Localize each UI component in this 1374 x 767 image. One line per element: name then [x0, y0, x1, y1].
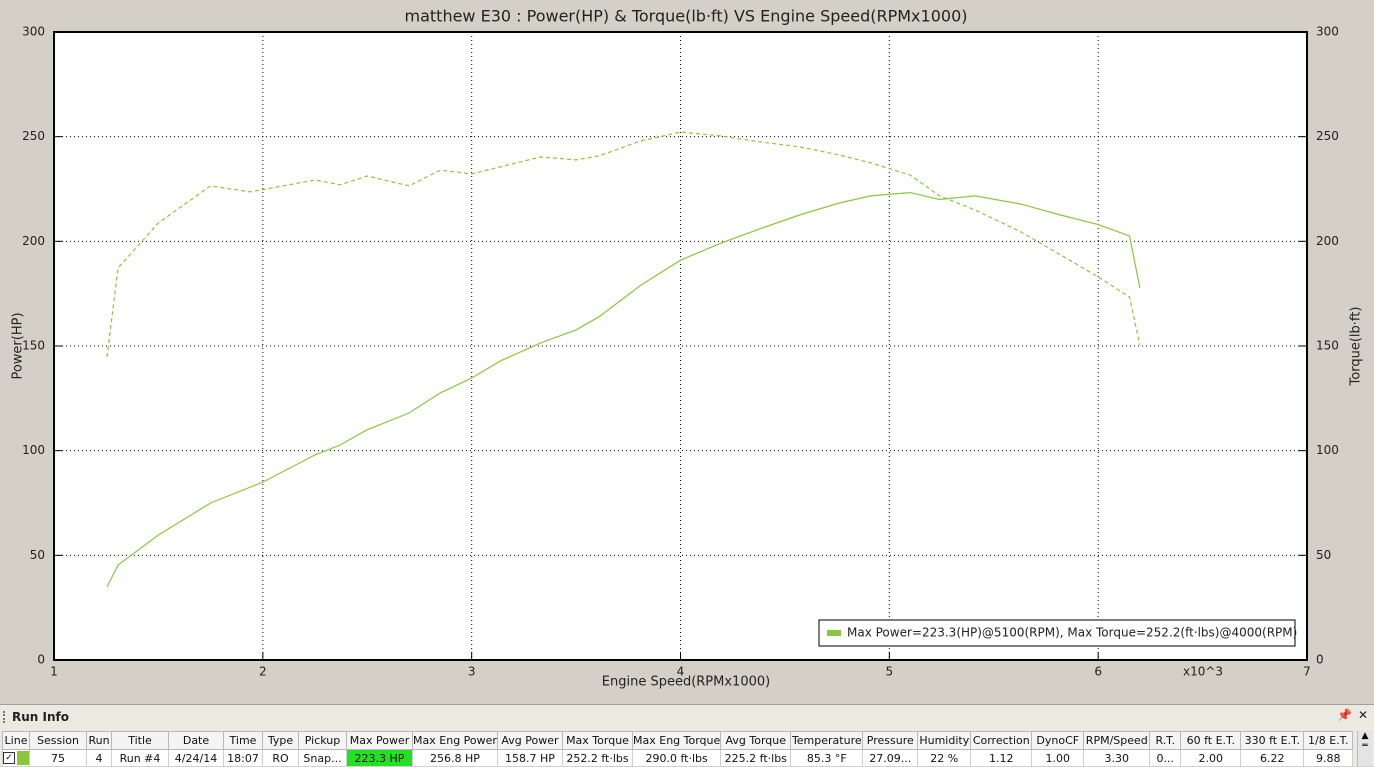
legend-swatch [827, 630, 841, 636]
cell: 252.2 ft·lbs [562, 749, 633, 767]
y2-tick-label: 200 [1316, 234, 1339, 248]
cell: 85.3 °F [790, 749, 864, 767]
column-header: Max Power [346, 731, 413, 750]
cell: 6.22 [1240, 749, 1305, 767]
x-scale-note: x10^3 [1183, 665, 1223, 679]
y-tick-label: 200 [22, 234, 45, 248]
y-tick-label: 250 [22, 129, 45, 143]
data-row: ✓ 75 4 Run #4 4/24/14 18:07 RO Snap... 223.3 HP 2… [2, 749, 1354, 767]
series-line [106, 131, 1141, 357]
y2-axis-label: Torque(lb·ft) [1349, 307, 1364, 387]
cell: 1.12 [970, 749, 1033, 767]
column-header: Avg Torque [720, 731, 792, 750]
y2-tick-label: 0 [1316, 653, 1324, 667]
chart: matthew E30 : Power(HP) & Torque(lb·ft) … [10, 6, 1364, 690]
scrollbar[interactable]: ▲ ═ [1357, 731, 1372, 766]
series-line [106, 191, 1141, 588]
column-header: Avg Power [497, 731, 563, 750]
cell: 290.0 ft·lbs [631, 749, 722, 767]
y2-tick-label: 150 [1316, 339, 1339, 353]
cell: 158.7 HP [497, 749, 563, 767]
column-header: 330 ft E.T. [1240, 731, 1305, 750]
column-header: Run [86, 731, 112, 750]
x-axis-label: Engine Speed(RPMx1000) [602, 675, 770, 690]
y2-tick-label: 250 [1316, 129, 1339, 143]
column-header: Max Torque [562, 731, 633, 750]
x-tick-label: 5 [886, 665, 894, 679]
legend-label: Max Power=223.3(HP)@5100(RPM), Max Torqu… [847, 626, 1297, 640]
column-header: R.T. [1149, 731, 1182, 750]
cell: 1.00 [1031, 749, 1085, 767]
chart-title: matthew E30 : Power(HP) & Torque(lb·ft) … [405, 7, 968, 26]
legend-box [818, 619, 1296, 647]
column-header: 60 ft E.T. [1180, 731, 1242, 750]
y2-tick-label: 50 [1316, 548, 1331, 562]
cell: 3.30 [1083, 749, 1151, 767]
y-axis-label: Power(HP) [11, 312, 26, 379]
cell: RO [262, 749, 299, 767]
column-header: 1/8 E.T. [1303, 731, 1354, 750]
column-header: Type [262, 731, 299, 750]
y-tick-label: 150 [22, 339, 45, 353]
cell: Run #4 [111, 749, 169, 767]
cell: 256.8 HP [412, 749, 498, 767]
y-tick-label: 300 [22, 25, 45, 39]
column-header: Correction [970, 731, 1033, 750]
cell: 18:07 [223, 749, 263, 767]
cell: 2.00 [1180, 749, 1242, 767]
x-tick-label: 4 [677, 665, 685, 679]
column-header: Temperature [790, 731, 864, 750]
column-header: Max Eng Torque [631, 731, 722, 750]
y-tick-label: 0 [37, 653, 45, 667]
y-tick-label: 50 [30, 548, 45, 562]
plot-area [53, 31, 1308, 661]
column-header: Line [2, 731, 30, 750]
x-tick-label: 2 [259, 665, 267, 679]
x-tick-label: 1 [50, 665, 58, 679]
column-header: RPM/Speed [1083, 731, 1151, 750]
column-header: Session [29, 731, 87, 750]
column-header: Date [168, 731, 224, 750]
column-header: Time [223, 731, 263, 750]
cell: 9.88 [1303, 749, 1354, 767]
column-header: Pickup [298, 731, 347, 750]
cell: Snap... [298, 749, 347, 767]
panel-title: Run Info [12, 710, 69, 724]
cell: 27.09... [862, 749, 919, 767]
cell: 75 [29, 749, 87, 767]
y-tick-label: 100 [22, 443, 45, 457]
y2-tick-label: 100 [1316, 443, 1339, 457]
column-header: Max Eng Power [412, 731, 498, 750]
column-header: Humidity [917, 731, 972, 750]
y2-tick-label: 300 [1316, 25, 1339, 39]
column-header: Title [111, 731, 169, 750]
column-header: DynoCF [1031, 731, 1085, 750]
header-row: Line Session Run Title Date Time Type Pickup Max… [2, 731, 1354, 750]
cell: 4/24/14 [168, 749, 224, 767]
x-tick-label: 7 [1303, 665, 1311, 679]
run-table: Line Session Run Title Date Time Type Pickup Max… [2, 731, 1354, 767]
column-header: Pressure [862, 731, 919, 750]
cell: 22 % [917, 749, 972, 767]
panel-controls[interactable]: 📌 ✕ [1337, 708, 1368, 722]
cell: 223.3 HP [346, 749, 413, 767]
panel-grip [3, 711, 7, 723]
cell: 4 [86, 749, 112, 767]
line-cell[interactable]: ✓ [2, 749, 30, 767]
x-tick-label: 3 [468, 665, 476, 679]
x-tick-label: 6 [1094, 665, 1102, 679]
cell: 0... [1149, 749, 1182, 767]
run-info-panel: Run Info 📌 ✕ Line Session Run Title Date Time… [0, 704, 1374, 767]
cell: 225.2 ft·lbs [720, 749, 792, 767]
